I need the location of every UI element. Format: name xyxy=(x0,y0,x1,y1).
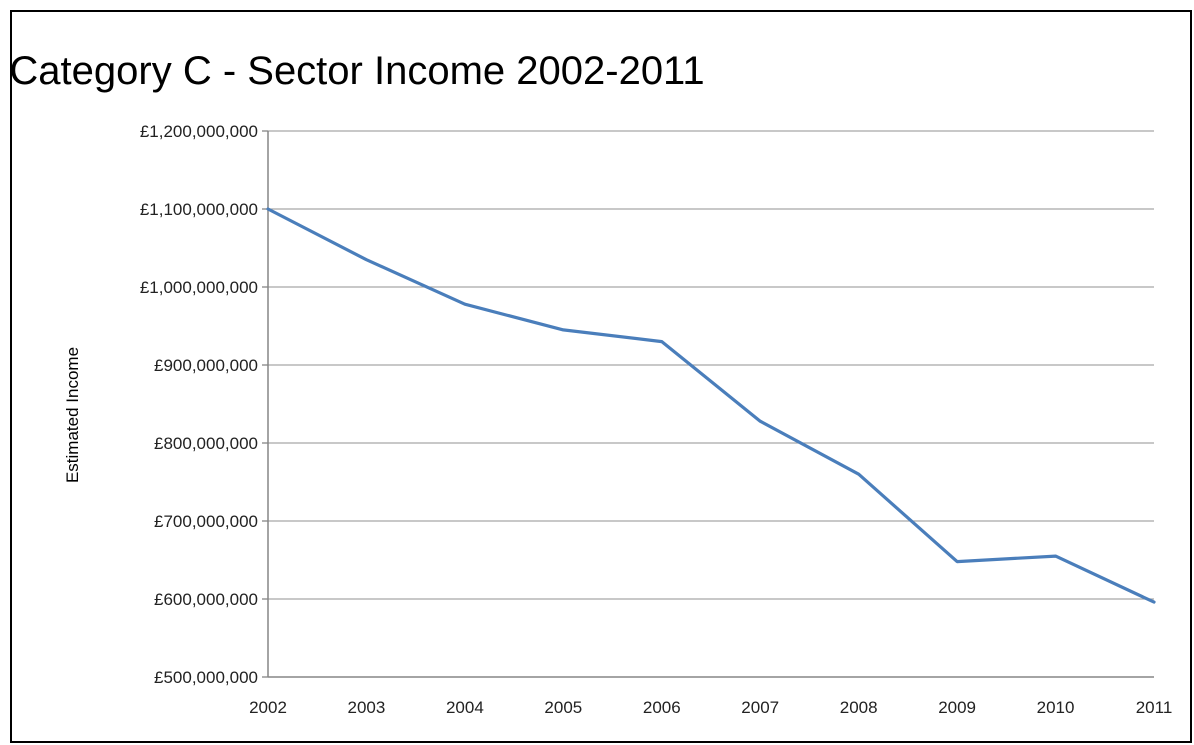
x-tick-labels: 2002 2003 2004 2005 2006 2007 2008 2009 2010 2011 xyxy=(249,698,1172,717)
chart-frame: Category C - Sector Income 2002-2011 Est… xyxy=(10,10,1192,743)
y-tick-label: £1,200,000,000 xyxy=(140,122,258,141)
x-tick-label: 2009 xyxy=(938,698,976,717)
series-line xyxy=(266,207,1156,604)
x-tick-label: 2010 xyxy=(1037,698,1075,717)
x-tick-label: 2007 xyxy=(741,698,779,717)
line-chart: Category C - Sector Income 2002-2011 Est… xyxy=(12,49,1172,717)
x-tick-label: 2004 xyxy=(446,698,484,717)
y-axis-label: Estimated Income xyxy=(63,347,82,483)
x-tick-label: 2005 xyxy=(544,698,582,717)
y-tick-label: £800,000,000 xyxy=(154,434,258,453)
x-tick-label: 2008 xyxy=(840,698,878,717)
x-tick-label: 2003 xyxy=(348,698,386,717)
chart-title: Category C - Sector Income 2002-2011 xyxy=(12,49,705,93)
x-tick-label: 2006 xyxy=(643,698,681,717)
x-tick-label: 2002 xyxy=(249,698,287,717)
y-tick-label: £1,000,000,000 xyxy=(140,278,258,297)
y-tick-label: £700,000,000 xyxy=(154,512,258,531)
x-tick-label: 2011 xyxy=(1136,698,1173,717)
axes xyxy=(262,130,1154,678)
y-tick-labels: £500,000,000 £600,000,000 £700,000,000 £800… xyxy=(140,122,258,687)
y-tick-label: £1,100,000,000 xyxy=(140,200,258,219)
y-tick-label: £500,000,000 xyxy=(154,668,258,687)
gridlines xyxy=(268,130,1154,600)
series-layer xyxy=(266,207,1156,604)
y-tick-label: £900,000,000 xyxy=(154,356,258,375)
y-tick-label: £600,000,000 xyxy=(154,590,258,609)
